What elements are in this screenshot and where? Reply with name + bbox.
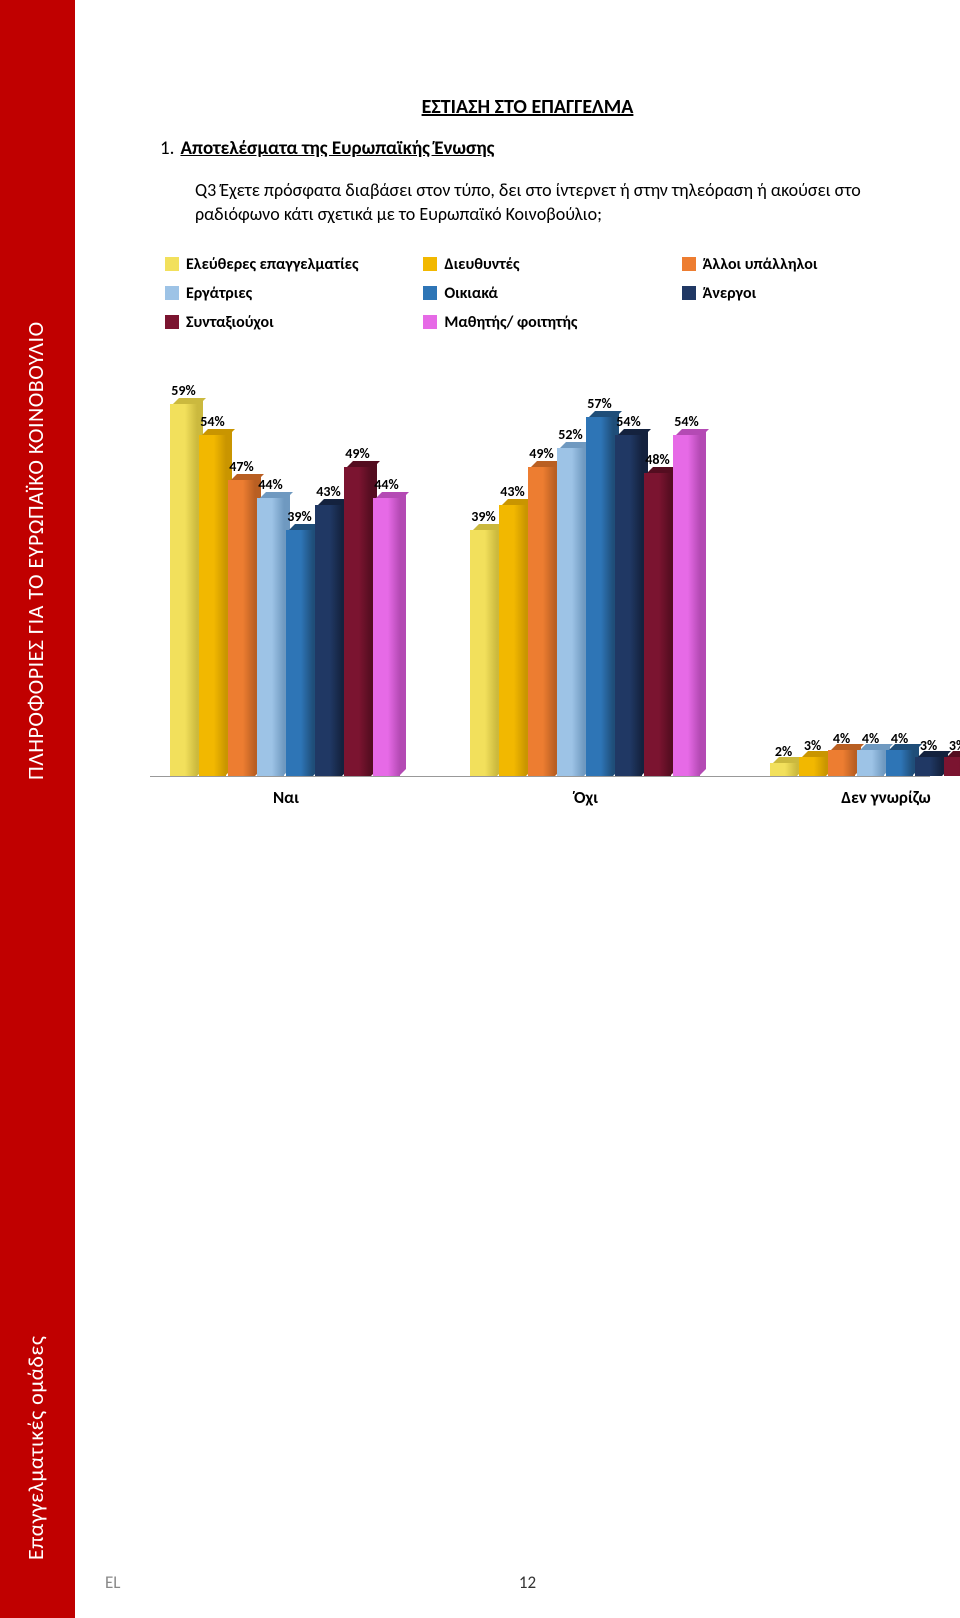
legend-label: Οικιακά <box>444 284 498 303</box>
bar: 44% <box>257 498 284 775</box>
legend-swatch <box>423 257 437 271</box>
bar-value-label: 2% <box>770 743 797 760</box>
legend-swatch <box>423 286 437 300</box>
bar: 57% <box>586 417 613 776</box>
legend-item: Συνταξιούχοι <box>165 313 413 332</box>
chart-legend: Ελεύθερες επαγγελματίες Διευθυντές Άλλοι υ… <box>165 255 930 332</box>
bar-value-label: 3% <box>799 737 826 754</box>
bar: 54% <box>673 435 700 775</box>
legend-swatch <box>423 315 437 329</box>
bar-value-label: 39% <box>470 508 497 525</box>
red-sidebar: ΠΛΗΡΟΦΟΡΙΕΣ ΓΙΑ ΤΟ ΕΥΡΩΠΑΪΚΟ ΚΟΙΝΟΒΟΥΛΙΟ… <box>0 0 75 1618</box>
bar: 4% <box>857 750 884 775</box>
bar-value-label: 48% <box>644 451 671 468</box>
legend-label: Συνταξιούχοι <box>186 313 274 332</box>
bar-value-label: 54% <box>673 413 700 430</box>
bar: 54% <box>615 435 642 775</box>
bar-value-label: 4% <box>857 730 884 747</box>
content-area: ΕΣΤΊΑΣΗ ΣΤΟ ΕΠΆΓΓΕΛΜΑ 1. Αποτελέσματα τη… <box>95 0 960 813</box>
legend-swatch <box>165 315 179 329</box>
legend-label: Μαθητής/ φοιτητής <box>444 313 577 332</box>
legend-label: Άνεργοι <box>703 284 757 303</box>
footer-lang: EL <box>105 1572 120 1593</box>
bar: 3% <box>915 757 942 776</box>
legend-swatch <box>682 286 696 300</box>
section-title: Αποτελέσματα της Ευρωπαϊκής Ένωσης <box>180 137 494 160</box>
bar: 3% <box>944 757 960 776</box>
bar-value-label: 54% <box>199 413 226 430</box>
x-axis-label: Δεν γνωρίζω <box>770 787 960 808</box>
legend-label: Διευθυντές <box>444 255 519 274</box>
x-axis-label: Όχι <box>470 787 702 808</box>
section-number: 1. <box>160 137 174 160</box>
bar-value-label: 43% <box>315 483 342 500</box>
bar: 47% <box>228 480 255 776</box>
bar-value-label: 44% <box>373 476 400 493</box>
bar: 2% <box>770 763 797 776</box>
x-axis-labels: ΝαιΌχιΔεν γνωρίζω <box>150 787 930 813</box>
legend-item: Οικιακά <box>423 284 671 303</box>
bar: 43% <box>499 505 526 776</box>
legend-label: Άλλοι υπάλληλοι <box>703 255 818 274</box>
bar-value-label: 4% <box>886 730 913 747</box>
bar: 4% <box>886 750 913 775</box>
bar: 48% <box>644 473 671 775</box>
legend-swatch <box>165 286 179 300</box>
bar-group: 2%3%4%4%4%3%3%2% <box>770 750 960 775</box>
legend-item: Μαθητής/ φοιτητής <box>423 313 671 332</box>
bar-chart: 59%54%47%44%39%43%49%44%39%43%49%52%57%5… <box>150 357 930 777</box>
bar-value-label: 59% <box>170 382 197 399</box>
bar-value-label: 49% <box>344 445 371 462</box>
bar: 39% <box>286 530 313 776</box>
legend-label: Ελεύθερες επαγγελματίες <box>186 255 358 274</box>
bar-value-label: 39% <box>286 508 313 525</box>
bar-value-label: 52% <box>557 426 584 443</box>
bar-value-label: 43% <box>499 483 526 500</box>
bar: 44% <box>373 498 400 775</box>
bar-group: 39%43%49%52%57%54%48%54% <box>470 417 702 776</box>
question-text: Q3 Έχετε πρόσφατα διαβάσει στον τύπο, δε… <box>195 178 900 227</box>
legend-item: Ελεύθερες επαγγελματίες <box>165 255 413 274</box>
page-footer: EL 12 <box>95 1572 960 1593</box>
bar: 52% <box>557 448 584 776</box>
bar-value-label: 3% <box>915 737 942 754</box>
bar: 43% <box>315 505 342 776</box>
bar-value-label: 44% <box>257 476 284 493</box>
bar-value-label: 57% <box>586 395 613 412</box>
footer-page-number: 12 <box>519 1572 536 1593</box>
sidebar-title-top: ΠΛΗΡΟΦΟΡΙΕΣ ΓΙΑ ΤΟ ΕΥΡΩΠΑΪΚΟ ΚΟΙΝΟΒΟΥΛΙΟ <box>22 80 49 780</box>
legend-item: Διευθυντές <box>423 255 671 274</box>
legend-swatch <box>165 257 179 271</box>
legend-item: Άλλοι υπάλληλοι <box>682 255 930 274</box>
bar: 54% <box>199 435 226 775</box>
bar-value-label: 54% <box>615 413 642 430</box>
bar-value-label: 4% <box>828 730 855 747</box>
bar: 39% <box>470 530 497 776</box>
bar-value-label: 3% <box>944 737 960 754</box>
bar-value-label: 49% <box>528 445 555 462</box>
x-axis-label: Ναι <box>170 787 402 808</box>
bar: 49% <box>528 467 555 776</box>
legend-swatch <box>682 257 696 271</box>
bar: 59% <box>170 404 197 776</box>
bar: 3% <box>799 757 826 776</box>
legend-label: Εργάτριες <box>186 284 252 303</box>
page-title: ΕΣΤΊΑΣΗ ΣΤΟ ΕΠΆΓΓΕΛΜΑ <box>115 95 940 119</box>
bar-value-label: 47% <box>228 458 255 475</box>
bar-group: 59%54%47%44%39%43%49%44% <box>170 404 402 776</box>
sidebar-title-bottom: Επαγγελματικές ομάδες <box>22 1260 49 1560</box>
legend-item: Άνεργοι <box>682 284 930 303</box>
bar: 4% <box>828 750 855 775</box>
legend-item: Εργάτριες <box>165 284 413 303</box>
bar: 49% <box>344 467 371 776</box>
